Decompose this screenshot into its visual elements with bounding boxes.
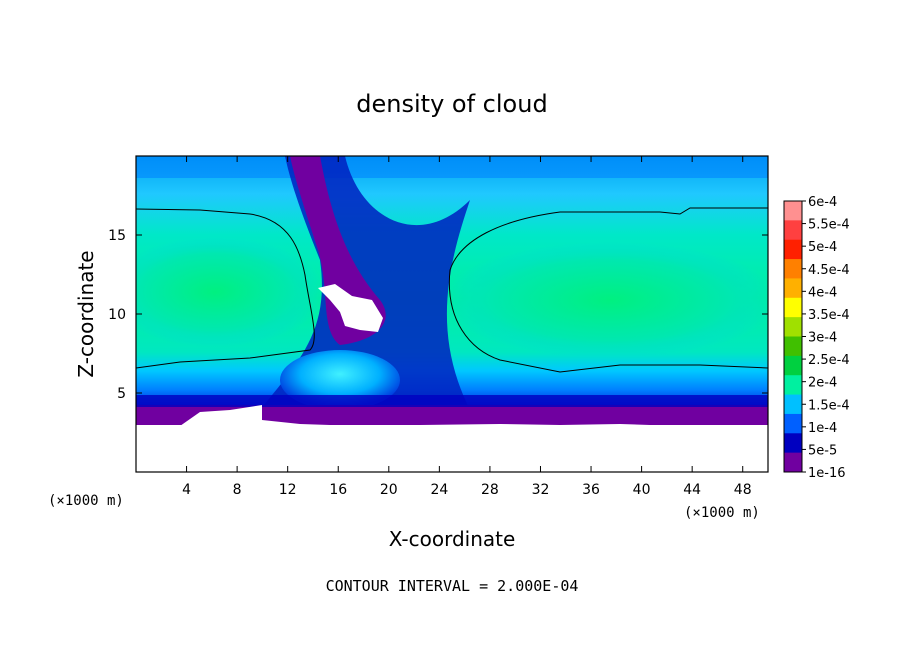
colorbar-swatch [784, 317, 802, 337]
colorbar-swatch [784, 355, 802, 376]
x-tick-label: 4 [182, 482, 191, 498]
contour-interval-note: CONTOUR INTERVAL = 2.000E-04 [326, 577, 579, 595]
colorbar-swatch [784, 413, 802, 434]
colorbar-swatch [784, 433, 802, 454]
y-tick-label: 15 [108, 228, 126, 244]
colorbar-label: 2.5e-4 [808, 353, 850, 368]
x-tick-label: 28 [481, 482, 499, 498]
colorbar-label: 5e-4 [808, 240, 837, 255]
colorbar-swatch [784, 297, 802, 318]
y-tick-label: 10 [108, 307, 126, 323]
colorbar-label: 6e-4 [808, 195, 837, 210]
x-axis-ticks: 4 8 12 16 20 24 28 32 36 40 44 48 [182, 156, 752, 498]
colorbar-label: 4e-4 [808, 285, 837, 300]
colorbar-label: 5.5e-4 [808, 218, 850, 233]
white-gap [318, 284, 383, 332]
updraft-core [290, 156, 386, 345]
chart-title: density of cloud [356, 90, 547, 118]
x-axis-label: X-coordinate [389, 527, 516, 551]
x-tick-label: 40 [633, 482, 651, 498]
colorbar-swatch [784, 220, 802, 241]
colorbar-swatch [784, 278, 802, 299]
contour-right [448, 207, 768, 373]
contour-upper [136, 208, 315, 369]
colorbar-swatch [784, 375, 802, 396]
lower-cloud-boundary [136, 405, 768, 425]
colorbar-swatch [784, 259, 802, 279]
colorbar-swatch [784, 239, 802, 260]
colorbar-label: 3.5e-4 [808, 308, 850, 323]
colorbar-swatch [784, 201, 802, 221]
colorbar-label: 4.5e-4 [808, 263, 850, 278]
x-tick-label: 32 [532, 482, 550, 498]
cloud-top-layer [136, 156, 768, 178]
x-unit-left: (×1000 m) [48, 493, 124, 509]
y-axis-ticks: 5 10 15 [108, 228, 768, 402]
right-cloud-core [440, 242, 768, 358]
colorbar-swatch [784, 394, 802, 415]
y-tick-label: 5 [117, 386, 126, 402]
cloud-free-lower-layer [136, 405, 768, 472]
y-axis-label: Z-coordinate [74, 250, 98, 377]
x-tick-label: 44 [683, 482, 701, 498]
colorbar-label: 1.5e-4 [808, 398, 850, 413]
colorbar-label: 3e-4 [808, 331, 837, 346]
left-cloud-core [136, 237, 325, 347]
x-tick-label: 48 [734, 482, 752, 498]
colorbar-swatch [784, 336, 802, 357]
colorbar-label: 5e-5 [808, 443, 837, 458]
colorbar-swatch [784, 452, 802, 473]
x-tick-label: 12 [279, 482, 297, 498]
colorbar-label: 2e-4 [808, 376, 837, 391]
x-tick-label: 36 [582, 482, 600, 498]
x-unit-right: (×1000 m) [684, 505, 760, 521]
colorbar: 6e-4 5.5e-4 5e-4 4.5e-4 4e-4 3.5e-4 3e-4 2.5e-4… [783, 195, 850, 481]
x-tick-label: 24 [430, 482, 448, 498]
colorbar-label: 1e-4 [808, 421, 837, 436]
x-tick-label: 20 [380, 482, 398, 498]
heatmap-field [136, 156, 768, 472]
colorbar-label: 1e-16 [808, 466, 846, 481]
lower-blue-band [136, 395, 768, 407]
x-tick-label: 8 [233, 482, 242, 498]
x-tick-label: 16 [329, 482, 347, 498]
